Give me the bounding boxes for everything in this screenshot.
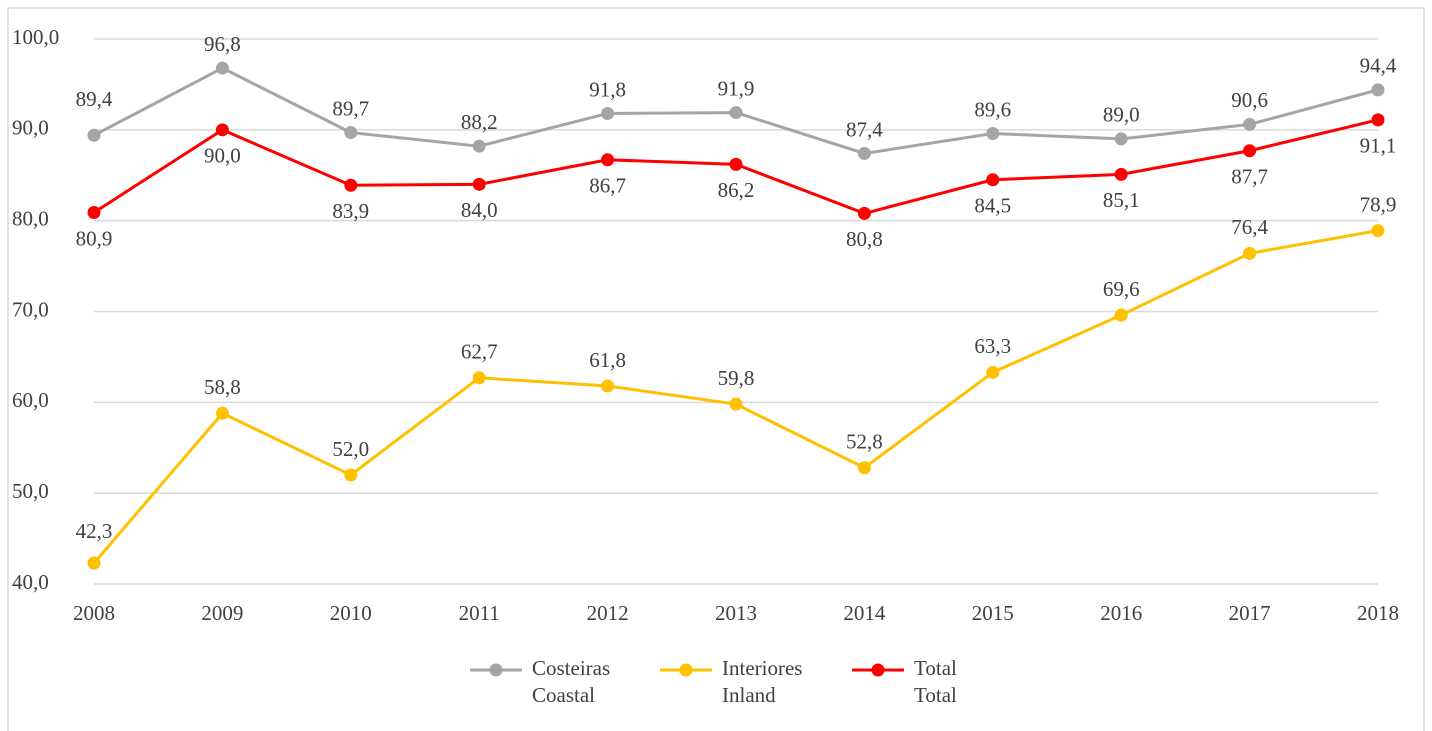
- data-point: [1371, 83, 1385, 97]
- x-tick-label: 2010: [330, 601, 372, 625]
- data-point: [857, 461, 871, 475]
- data-label: 52,0: [332, 437, 369, 461]
- data-point: [472, 139, 486, 153]
- legend-label: Costeiras Coastal: [532, 656, 610, 707]
- data-label: 89,4: [76, 87, 113, 111]
- y-tick-label: 70,0: [12, 297, 49, 321]
- y-tick-label: 60,0: [12, 388, 49, 412]
- data-point: [344, 468, 358, 482]
- data-label: 89,0: [1103, 103, 1140, 127]
- data-point: [986, 126, 1000, 140]
- data-label: 94,4: [1360, 54, 1397, 78]
- x-tick-label: 2015: [972, 601, 1014, 625]
- data-point: [1114, 132, 1128, 146]
- data-label: 76,4: [1231, 215, 1268, 239]
- data-label: 89,7: [332, 96, 369, 120]
- x-tick-label: 2018: [1357, 601, 1399, 625]
- data-point: [1243, 246, 1257, 260]
- data-point: [472, 177, 486, 191]
- data-label: 59,8: [718, 366, 755, 390]
- data-label: 61,8: [589, 348, 626, 372]
- data-label: 42,3: [76, 519, 113, 543]
- legend-marker: [489, 663, 503, 677]
- x-tick-label: 2014: [843, 601, 886, 625]
- y-tick-label: 100,0: [12, 25, 59, 49]
- data-label: 86,2: [718, 178, 755, 202]
- data-point: [729, 397, 743, 411]
- data-label: 91,1: [1360, 134, 1397, 158]
- chart-frame: [7, 7, 1425, 731]
- legend-label: Interiores Inland: [722, 656, 802, 707]
- x-tick-label: 2012: [587, 601, 629, 625]
- data-point: [1371, 113, 1385, 127]
- x-tick-label: 2008: [73, 601, 115, 625]
- y-tick-label: 40,0: [12, 570, 49, 594]
- data-label: 58,8: [204, 375, 241, 399]
- data-point: [986, 173, 1000, 187]
- data-label: 52,8: [846, 430, 883, 454]
- y-tick-label: 50,0: [12, 479, 49, 503]
- data-point: [1371, 224, 1385, 238]
- data-label: 96,8: [204, 32, 241, 56]
- data-point: [1243, 117, 1257, 131]
- data-point: [601, 379, 615, 393]
- data-label: 91,8: [589, 77, 626, 101]
- data-point: [87, 556, 101, 570]
- data-label: 84,5: [974, 194, 1011, 218]
- data-label: 91,9: [718, 76, 755, 100]
- data-point: [215, 123, 229, 137]
- data-label: 86,7: [589, 174, 626, 198]
- data-point: [215, 406, 229, 420]
- data-label: 80,9: [76, 226, 113, 250]
- data-label: 78,9: [1360, 192, 1397, 216]
- data-point: [87, 128, 101, 142]
- data-label: 89,6: [974, 97, 1011, 121]
- data-point: [1114, 308, 1128, 322]
- x-tick-label: 2011: [459, 601, 500, 625]
- y-tick-label: 80,0: [12, 206, 49, 230]
- data-point: [1243, 144, 1257, 158]
- data-point: [857, 146, 871, 160]
- legend-marker: [871, 663, 885, 677]
- data-label: 87,4: [846, 117, 883, 141]
- data-point: [729, 157, 743, 171]
- data-label: 83,9: [332, 199, 369, 223]
- data-point: [344, 178, 358, 192]
- x-tick-label: 2009: [201, 601, 243, 625]
- data-label: 80,8: [846, 227, 883, 251]
- data-label: 63,3: [974, 334, 1011, 358]
- data-point: [472, 371, 486, 385]
- data-label: 69,6: [1103, 277, 1140, 301]
- x-tick-label: 2017: [1229, 601, 1271, 625]
- data-point: [344, 126, 358, 140]
- y-tick-label: 90,0: [12, 116, 49, 140]
- data-point: [729, 106, 743, 120]
- data-label: 88,2: [461, 110, 498, 134]
- legend-marker: [679, 663, 693, 677]
- data-point: [986, 365, 1000, 379]
- data-point: [857, 206, 871, 220]
- data-label: 90,6: [1231, 88, 1268, 112]
- x-tick-label: 2013: [715, 601, 757, 625]
- legend-label: Total Total: [914, 656, 957, 707]
- data-point: [215, 61, 229, 75]
- data-label: 87,7: [1231, 165, 1268, 189]
- data-point: [601, 153, 615, 167]
- data-point: [1114, 167, 1128, 181]
- data-label: 62,7: [461, 340, 498, 364]
- data-label: 85,1: [1103, 188, 1140, 212]
- data-label: 90,0: [204, 144, 241, 168]
- data-label: 84,0: [461, 198, 498, 222]
- data-point: [87, 205, 101, 219]
- x-tick-label: 2016: [1100, 601, 1142, 625]
- data-point: [601, 106, 615, 120]
